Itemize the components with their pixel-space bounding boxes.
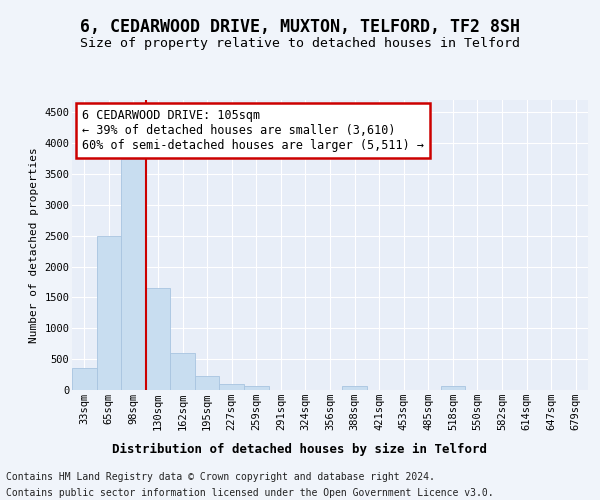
Bar — [195, 376, 220, 390]
Text: 6, CEDARWOOD DRIVE, MUXTON, TELFORD, TF2 8SH: 6, CEDARWOOD DRIVE, MUXTON, TELFORD, TF2… — [80, 18, 520, 36]
Bar — [220, 384, 244, 390]
Text: Contains public sector information licensed under the Open Government Licence v3: Contains public sector information licen… — [6, 488, 494, 498]
Text: Contains HM Land Registry data © Crown copyright and database right 2024.: Contains HM Land Registry data © Crown c… — [6, 472, 435, 482]
Bar — [97, 236, 121, 390]
Bar — [72, 368, 97, 390]
Y-axis label: Number of detached properties: Number of detached properties — [29, 147, 38, 343]
Text: Distribution of detached houses by size in Telford: Distribution of detached houses by size … — [113, 442, 487, 456]
Bar — [121, 158, 146, 390]
Text: Size of property relative to detached houses in Telford: Size of property relative to detached ho… — [80, 38, 520, 51]
Text: 6 CEDARWOOD DRIVE: 105sqm
← 39% of detached houses are smaller (3,610)
60% of se: 6 CEDARWOOD DRIVE: 105sqm ← 39% of detac… — [82, 108, 424, 152]
Bar — [244, 386, 269, 390]
Bar — [342, 386, 367, 390]
Bar — [440, 386, 465, 390]
Bar — [170, 353, 195, 390]
Bar — [146, 288, 170, 390]
